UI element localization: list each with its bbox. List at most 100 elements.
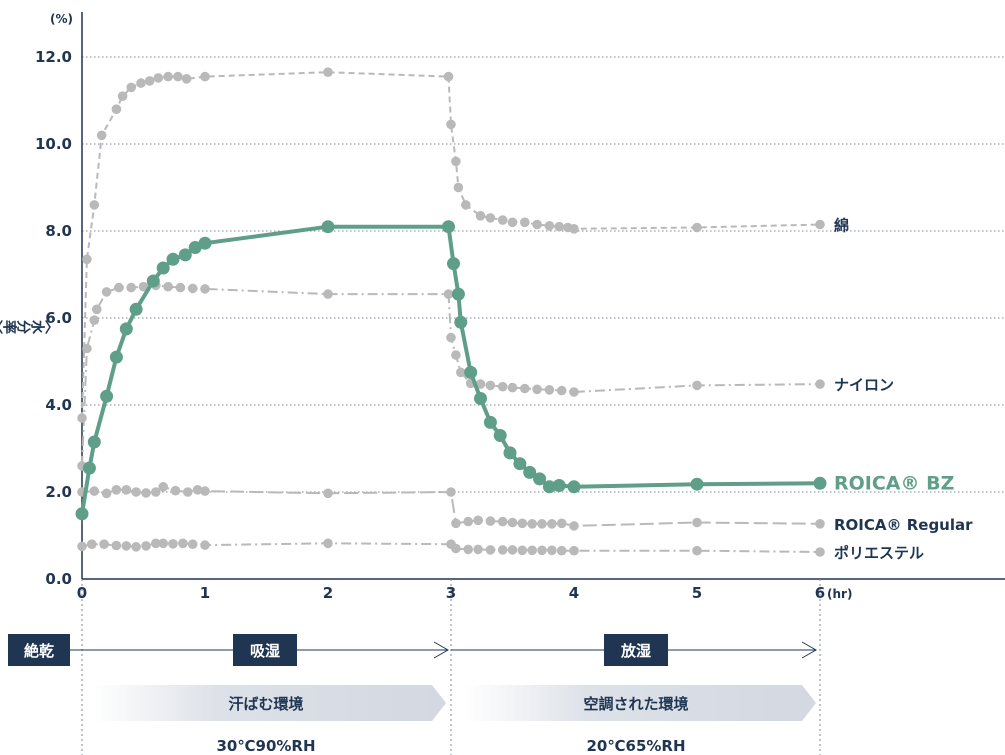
data-point xyxy=(483,415,497,429)
data-point xyxy=(178,538,188,549)
data-point xyxy=(464,365,478,379)
data-point xyxy=(200,71,210,82)
series-label: ポリエステル xyxy=(834,544,924,562)
x-tick-label: 1 xyxy=(200,584,210,602)
data-point xyxy=(158,482,168,492)
data-point xyxy=(192,485,203,495)
data-point xyxy=(556,385,567,396)
data-point xyxy=(89,486,100,496)
data-point xyxy=(141,488,151,498)
data-point xyxy=(131,487,141,497)
data-point xyxy=(89,315,100,326)
data-point xyxy=(446,332,456,343)
data-point xyxy=(117,91,128,101)
data-point xyxy=(485,380,496,391)
data-point xyxy=(443,289,454,299)
data-point xyxy=(556,545,567,556)
series-layer xyxy=(75,67,827,557)
env-band-sweat xyxy=(94,685,446,721)
y-tick-label: 10.0 xyxy=(35,135,72,153)
data-point xyxy=(146,274,160,288)
data-point xyxy=(126,282,136,293)
data-point xyxy=(497,516,508,527)
data-point xyxy=(517,545,528,556)
data-point xyxy=(451,518,461,529)
data-point xyxy=(138,281,149,292)
data-point xyxy=(321,220,335,234)
data-point xyxy=(474,392,487,405)
x-unit-label: (hr) xyxy=(827,587,852,601)
data-point xyxy=(131,542,141,552)
phase-dry-box xyxy=(8,634,70,666)
y-tick-label: 8.0 xyxy=(45,222,72,240)
series-label: 綿 xyxy=(834,216,849,234)
data-point xyxy=(77,541,87,552)
gridlines xyxy=(82,56,1005,493)
data-point xyxy=(815,547,825,557)
data-point xyxy=(200,284,210,294)
data-point xyxy=(537,519,547,529)
data-point xyxy=(114,282,124,293)
condition-1-label: 30℃90%RH xyxy=(216,737,315,755)
data-point xyxy=(82,343,92,354)
series-label: ROICA® BZ xyxy=(834,472,954,494)
data-point xyxy=(101,488,112,499)
data-point xyxy=(517,518,528,529)
data-point xyxy=(507,545,518,555)
data-point xyxy=(136,78,146,88)
data-point xyxy=(520,217,530,228)
y-tick-label: 0.0 xyxy=(45,570,72,588)
data-point xyxy=(507,217,518,228)
data-point xyxy=(692,517,702,528)
data-point xyxy=(144,76,155,86)
data-point xyxy=(187,283,198,294)
data-point xyxy=(815,519,825,529)
data-point xyxy=(198,236,212,250)
x-tick-label: 6 xyxy=(815,584,825,602)
data-point xyxy=(173,71,183,82)
data-point xyxy=(200,486,210,496)
data-point xyxy=(473,515,483,526)
data-point xyxy=(188,241,202,254)
data-point xyxy=(443,71,454,82)
env-ac-label: 空調された環境 xyxy=(583,695,688,713)
env-sweat-label: 汗ばむ環境 xyxy=(228,695,303,713)
data-point xyxy=(475,211,486,221)
data-point xyxy=(111,540,122,551)
data-point xyxy=(533,472,547,486)
data-point xyxy=(463,544,474,555)
phase-release-label: 放湿 xyxy=(620,642,651,660)
data-point xyxy=(554,221,564,232)
data-point xyxy=(493,429,507,442)
x-tick-labels: 0 1 2 3 4 5 6 xyxy=(77,584,825,602)
x-tick-label: 5 xyxy=(692,584,702,602)
data-point xyxy=(82,254,92,265)
data-point xyxy=(200,540,210,550)
data-point xyxy=(163,281,173,292)
series-line xyxy=(81,284,821,466)
y-tick-label: 12.0 xyxy=(35,48,72,66)
data-point xyxy=(537,545,547,556)
env-band-ac xyxy=(466,685,816,721)
data-point xyxy=(87,539,97,549)
data-point xyxy=(507,517,518,528)
data-point xyxy=(532,384,542,395)
data-point xyxy=(183,487,193,497)
data-point xyxy=(556,518,567,529)
data-point xyxy=(815,219,825,230)
data-point xyxy=(527,519,537,529)
phase-arrows xyxy=(70,641,818,659)
x-tick-label: 3 xyxy=(446,584,456,602)
series-1 xyxy=(77,280,825,471)
data-point xyxy=(507,382,518,393)
data-point xyxy=(89,200,100,210)
y-tick-labels: 0.0 2.0 4.0 6.0 8.0 10.0 12.0 xyxy=(35,48,72,588)
y-axis-title: 〈水分率〉 xyxy=(0,318,59,334)
data-point xyxy=(446,487,456,497)
data-point xyxy=(569,224,579,234)
data-point xyxy=(323,289,333,299)
data-point xyxy=(552,479,566,492)
data-point xyxy=(156,261,170,275)
data-point xyxy=(187,539,198,549)
